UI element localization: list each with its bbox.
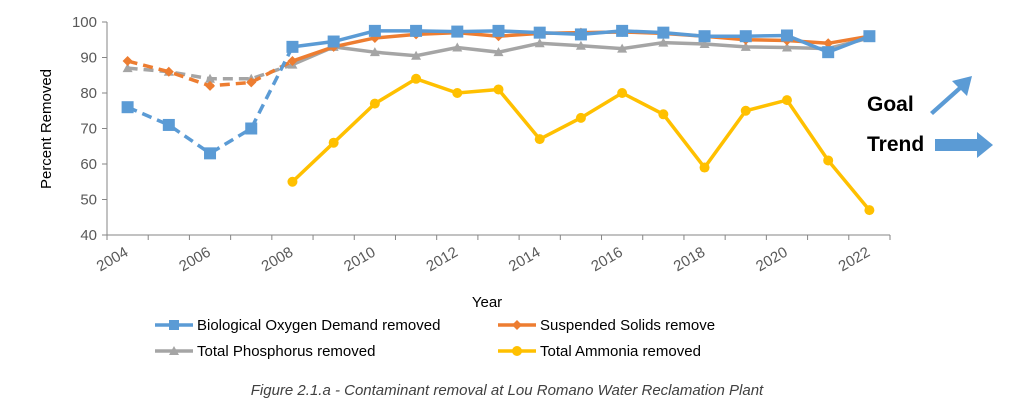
marker-circle (512, 346, 522, 356)
legend-item: Biological Oxygen Demand removed (155, 317, 440, 334)
marker-circle (534, 134, 545, 145)
marker-square (327, 35, 340, 48)
marker-square (863, 30, 876, 43)
marker-triangle (534, 38, 545, 48)
trend-label: Trend (867, 133, 924, 156)
marker-triangle (122, 63, 133, 73)
y-tick-label: 50 (80, 192, 97, 209)
x-tick-label: 2008 (259, 244, 296, 275)
series-line-dashed (126, 46, 295, 156)
x-tick-label: 2018 (671, 244, 708, 275)
y-tick-label: 60 (80, 156, 97, 173)
marker-diamond (246, 77, 257, 88)
marker-square (574, 28, 587, 41)
marker-square (368, 24, 381, 37)
marker-triangle (493, 47, 504, 57)
y-tick-label: 40 (80, 227, 97, 244)
x-tick-label: 2022 (836, 244, 873, 275)
marker-circle (781, 95, 792, 106)
marker-circle (740, 105, 751, 116)
goal-label: Goal (867, 93, 914, 116)
legend: Biological Oxygen Demand removed Suspende… (155, 317, 715, 360)
marker-square (410, 24, 423, 37)
figure-caption: Figure 2.1.a - Contaminant removal at Lo… (251, 382, 764, 399)
marker-triangle (369, 47, 380, 57)
x-tick-label: 2014 (506, 244, 543, 275)
marker-square (121, 101, 134, 114)
x-tick-label: 2010 (341, 244, 378, 275)
x-tick-label: 2006 (176, 244, 213, 275)
goal-arrow-icon (930, 76, 972, 115)
marker-triangle (658, 37, 669, 47)
trend-arrow-icon (935, 132, 993, 158)
legend-item: Total Phosphorus removed (155, 343, 375, 360)
y-tick-label: 100 (72, 14, 97, 31)
x-tick-label: 2004 (94, 244, 131, 275)
y-axis-label: Percent Removed (38, 69, 55, 189)
y-tick-label: 90 (80, 50, 97, 67)
x-tick-label: 2020 (753, 244, 790, 275)
marker-square (657, 26, 670, 39)
marker-square (169, 320, 179, 330)
legend-item: Suspended Solids remove (498, 317, 715, 334)
marker-diamond (287, 56, 298, 67)
marker-square (822, 46, 835, 59)
series-0 (121, 24, 876, 160)
marker-circle (493, 84, 504, 95)
marker-circle (287, 176, 298, 187)
marker-square (492, 24, 505, 37)
marker-circle (452, 88, 463, 98)
legend-label: Suspended Solids remove (540, 317, 715, 334)
marker-triangle (411, 50, 422, 60)
marker-triangle (169, 346, 179, 355)
marker-circle (575, 112, 586, 123)
marker-triangle (740, 41, 751, 51)
marker-square (162, 118, 175, 131)
marker-square (451, 25, 464, 38)
marker-square (698, 30, 711, 43)
marker-square (780, 29, 793, 42)
marker-square (616, 24, 629, 37)
marker-diamond (823, 38, 834, 49)
marker-circle (411, 73, 422, 84)
y-tick-label: 70 (80, 121, 97, 138)
marker-square (739, 30, 752, 43)
x-axis-label: Year (472, 294, 502, 311)
marker-diamond (122, 56, 133, 67)
marker-triangle (699, 39, 710, 49)
axes: 40 50 60 70 80 90 100 2004 2006 2008 2010 2012 2014 2… (72, 14, 891, 275)
marker-circle (369, 98, 380, 109)
series-2 (122, 32, 875, 83)
legend-label: Biological Oxygen Demand removed (197, 317, 440, 334)
marker-triangle (205, 73, 216, 83)
marker-square (286, 40, 299, 53)
marker-triangle (617, 43, 628, 53)
x-tick-label: 2012 (423, 244, 460, 275)
marker-circle (864, 205, 875, 216)
marker-square (533, 26, 546, 39)
marker-square (204, 147, 217, 160)
marker-circle (328, 137, 339, 148)
x-tick-label: 2016 (588, 244, 625, 275)
marker-diamond (205, 80, 216, 91)
marker-triangle (781, 42, 792, 52)
marker-square (245, 122, 258, 135)
marker-triangle (575, 40, 586, 50)
y-tick-label: 80 (80, 85, 97, 102)
legend-label: Total Ammonia removed (540, 343, 701, 360)
series-3 (287, 73, 875, 216)
marker-circle (617, 88, 628, 98)
marker-circle (699, 162, 710, 173)
marker-diamond (512, 320, 522, 330)
series-lines (121, 24, 876, 216)
legend-item: Total Ammonia removed (498, 343, 701, 360)
legend-label: Total Phosphorus removed (197, 343, 375, 360)
marker-triangle (452, 42, 463, 52)
marker-circle (823, 155, 834, 166)
marker-diamond (163, 66, 174, 77)
marker-circle (658, 109, 669, 120)
